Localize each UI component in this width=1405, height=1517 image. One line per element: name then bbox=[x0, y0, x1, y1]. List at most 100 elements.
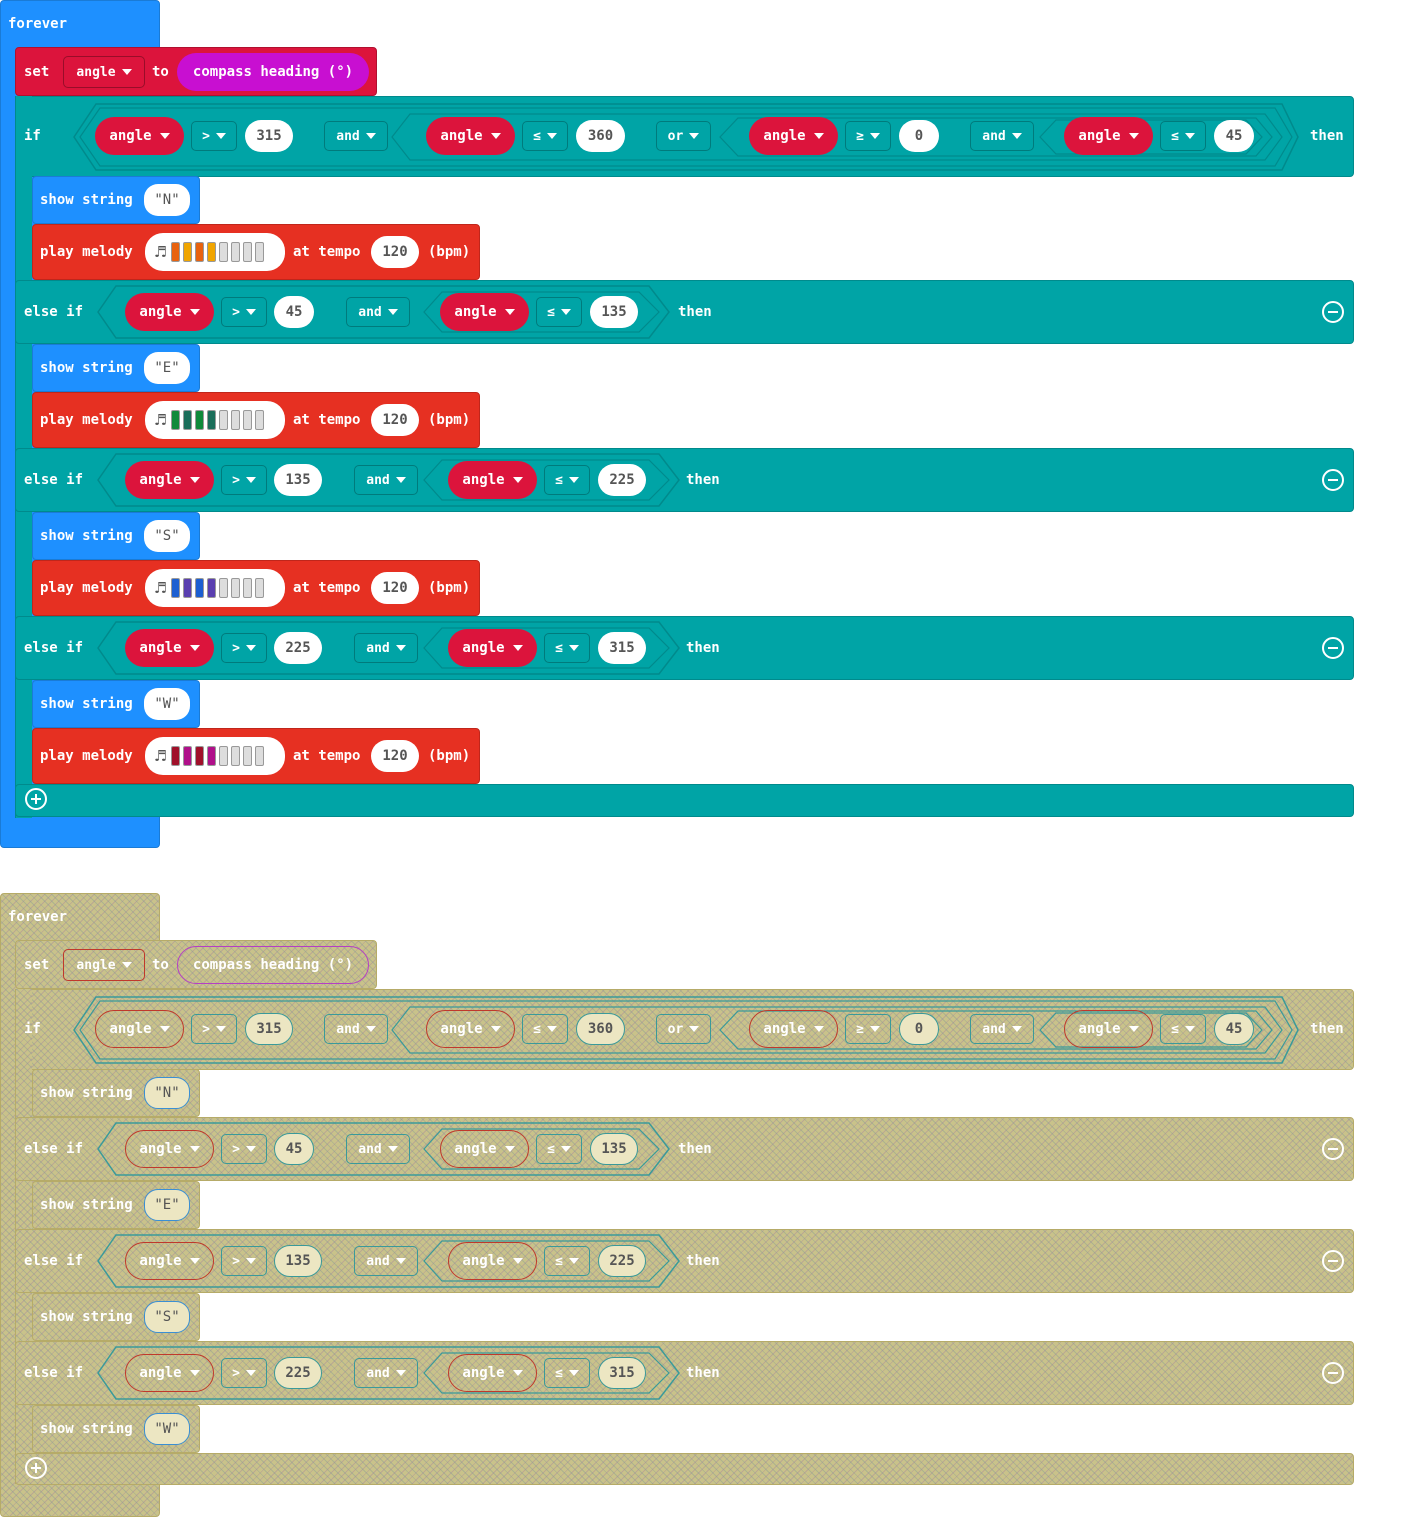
compare-op-dropdown[interactable]: ≤ bbox=[1160, 121, 1206, 151]
remove-branch-icon[interactable] bbox=[1322, 637, 1344, 659]
melody-editor[interactable]: ♬ bbox=[145, 401, 285, 439]
number-input[interactable]: 360 bbox=[576, 1013, 625, 1045]
and-dropdown[interactable]: and bbox=[354, 465, 418, 495]
compare-op-dropdown[interactable]: > bbox=[191, 121, 237, 151]
angle-variable[interactable]: angle bbox=[125, 1354, 214, 1392]
compare-op-dropdown[interactable]: ≥ bbox=[845, 121, 891, 151]
add-branch-icon[interactable] bbox=[25, 1457, 47, 1479]
string-input[interactable]: "E" bbox=[144, 352, 190, 384]
number-input[interactable]: 135 bbox=[590, 296, 638, 328]
number-input[interactable]: 225 bbox=[274, 1357, 322, 1389]
number-input[interactable]: 315 bbox=[598, 632, 646, 664]
number-input[interactable]: 315 bbox=[245, 1013, 293, 1045]
compare-op-dropdown[interactable]: ≤ bbox=[536, 297, 582, 327]
compass-heading-reporter[interactable]: compass heading (°) bbox=[177, 946, 369, 984]
number-input[interactable]: 360 bbox=[576, 120, 625, 152]
string-input[interactable]: "N" bbox=[144, 184, 190, 216]
and-dropdown[interactable]: and bbox=[324, 121, 388, 151]
compare-op-dropdown[interactable]: ≤ bbox=[544, 1246, 590, 1276]
number-input[interactable]: 45 bbox=[1214, 1013, 1254, 1045]
compare-op-dropdown[interactable]: > bbox=[191, 1014, 237, 1044]
angle-variable[interactable]: angle bbox=[1064, 117, 1153, 155]
angle-variable[interactable]: angle bbox=[440, 1130, 529, 1168]
compare-op-dropdown[interactable]: ≥ bbox=[845, 1014, 891, 1044]
compare-op-dropdown[interactable]: > bbox=[221, 297, 267, 327]
angle-variable[interactable]: angle bbox=[448, 629, 537, 667]
number-input[interactable]: 225 bbox=[598, 464, 646, 496]
string-input[interactable]: "E" bbox=[144, 1189, 190, 1221]
compass-heading-reporter[interactable]: compass heading (°) bbox=[177, 53, 369, 91]
angle-variable[interactable]: angle bbox=[1064, 1010, 1153, 1048]
remove-branch-icon[interactable] bbox=[1322, 469, 1344, 491]
angle-variable[interactable]: angle bbox=[125, 1130, 214, 1168]
string-input[interactable]: "W" bbox=[144, 688, 190, 720]
remove-branch-icon[interactable] bbox=[1322, 1362, 1344, 1384]
or-dropdown[interactable]: or bbox=[656, 121, 711, 151]
compare-op-dropdown[interactable]: ≤ bbox=[544, 465, 590, 495]
and-dropdown[interactable]: and bbox=[346, 1134, 410, 1164]
compare-op-dropdown[interactable]: > bbox=[221, 1134, 267, 1164]
number-input[interactable]: 315 bbox=[598, 1357, 646, 1389]
number-input[interactable]: 45 bbox=[1214, 120, 1254, 152]
if-block-disabled[interactable] bbox=[15, 989, 1354, 1070]
angle-variable[interactable]: angle bbox=[426, 1010, 515, 1048]
number-input[interactable]: 0 bbox=[899, 1013, 939, 1045]
compare-op-dropdown[interactable]: ≤ bbox=[544, 1358, 590, 1388]
if-block-footer[interactable] bbox=[15, 784, 1354, 817]
string-input[interactable]: "W" bbox=[144, 1413, 190, 1445]
angle-variable[interactable]: angle bbox=[125, 1242, 214, 1280]
remove-branch-icon[interactable] bbox=[1322, 1138, 1344, 1160]
tempo-input[interactable]: 120 bbox=[371, 404, 419, 436]
compare-op-dropdown[interactable]: ≤ bbox=[522, 1014, 568, 1044]
number-input[interactable]: 45 bbox=[274, 296, 314, 328]
angle-variable[interactable]: angle bbox=[125, 461, 214, 499]
angle-variable[interactable]: angle bbox=[440, 293, 529, 331]
number-input[interactable]: 135 bbox=[590, 1133, 638, 1165]
number-input[interactable]: 225 bbox=[598, 1245, 646, 1277]
and-dropdown[interactable]: and bbox=[324, 1014, 388, 1044]
and-dropdown[interactable]: and bbox=[970, 1014, 1034, 1044]
add-branch-icon[interactable] bbox=[25, 788, 47, 810]
angle-variable[interactable]: angle bbox=[125, 293, 214, 331]
melody-editor[interactable]: ♬ bbox=[145, 233, 285, 271]
remove-branch-icon[interactable] bbox=[1322, 1250, 1344, 1272]
compare-op-dropdown[interactable]: > bbox=[221, 633, 267, 663]
compare-op-dropdown[interactable]: > bbox=[221, 1246, 267, 1276]
string-input[interactable]: "S" bbox=[144, 520, 190, 552]
string-input[interactable]: "N" bbox=[144, 1077, 190, 1109]
tempo-input[interactable]: 120 bbox=[371, 572, 419, 604]
and-dropdown[interactable]: and bbox=[354, 1246, 418, 1276]
tempo-input[interactable]: 120 bbox=[371, 740, 419, 772]
variable-dropdown[interactable]: angle bbox=[63, 56, 145, 88]
compare-op-dropdown[interactable]: ≤ bbox=[544, 633, 590, 663]
else-if-row[interactable] bbox=[15, 1341, 1354, 1405]
number-input[interactable]: 315 bbox=[245, 120, 293, 152]
compare-op-dropdown[interactable]: ≤ bbox=[1160, 1014, 1206, 1044]
else-if-row[interactable] bbox=[15, 1117, 1354, 1181]
number-input[interactable]: 225 bbox=[274, 632, 322, 664]
angle-variable[interactable]: angle bbox=[749, 1010, 838, 1048]
else-if-row[interactable] bbox=[15, 1229, 1354, 1293]
angle-variable[interactable]: angle bbox=[95, 1010, 184, 1048]
compare-op-dropdown[interactable]: ≤ bbox=[536, 1134, 582, 1164]
number-input[interactable]: 45 bbox=[274, 1133, 314, 1165]
angle-variable[interactable]: angle bbox=[448, 1242, 537, 1280]
and-dropdown[interactable]: and bbox=[354, 633, 418, 663]
string-input[interactable]: "S" bbox=[144, 1301, 190, 1333]
and-dropdown[interactable]: and bbox=[354, 1358, 418, 1388]
number-input[interactable]: 0 bbox=[899, 120, 939, 152]
angle-variable[interactable]: angle bbox=[448, 461, 537, 499]
variable-dropdown[interactable]: angle bbox=[63, 949, 145, 981]
tempo-input[interactable]: 120 bbox=[371, 236, 419, 268]
number-input[interactable]: 135 bbox=[274, 464, 322, 496]
number-input[interactable]: 135 bbox=[274, 1245, 322, 1277]
and-dropdown[interactable]: and bbox=[346, 297, 410, 327]
angle-variable[interactable]: angle bbox=[426, 117, 515, 155]
angle-variable[interactable]: angle bbox=[95, 117, 184, 155]
angle-variable[interactable]: angle bbox=[448, 1354, 537, 1392]
melody-editor[interactable]: ♬ bbox=[145, 737, 285, 775]
or-dropdown[interactable]: or bbox=[656, 1014, 711, 1044]
compare-op-dropdown[interactable]: > bbox=[221, 465, 267, 495]
if-block-footer[interactable] bbox=[15, 1453, 1354, 1485]
compare-op-dropdown[interactable]: > bbox=[221, 1358, 267, 1388]
